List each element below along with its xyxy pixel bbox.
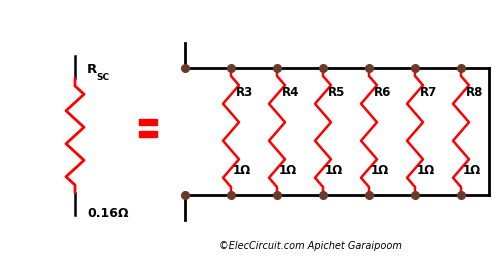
Text: 1Ω: 1Ω (279, 164, 297, 177)
Bar (139, 119, 157, 125)
Bar (139, 131, 157, 137)
Text: R7: R7 (420, 86, 437, 99)
Text: ©ElecCircuit.com Apichet Garaipoom: ©ElecCircuit.com Apichet Garaipoom (218, 241, 402, 251)
Text: 1Ω: 1Ω (325, 164, 343, 177)
Text: R5: R5 (328, 86, 345, 99)
Text: 1Ω: 1Ω (463, 164, 481, 177)
Text: 1Ω: 1Ω (233, 164, 252, 177)
Text: R6: R6 (374, 86, 392, 99)
Text: R8: R8 (466, 86, 483, 99)
Text: R4: R4 (282, 86, 300, 99)
Text: R3: R3 (236, 86, 254, 99)
Text: R: R (87, 63, 97, 76)
Text: 0.16Ω: 0.16Ω (87, 207, 128, 220)
Text: 1Ω: 1Ω (371, 164, 389, 177)
Text: SC: SC (96, 73, 109, 82)
Text: 1Ω: 1Ω (417, 164, 435, 177)
